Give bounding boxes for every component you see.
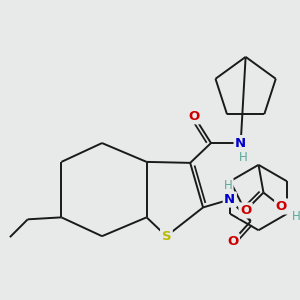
Text: O: O [276, 200, 287, 213]
Text: N: N [235, 136, 246, 150]
Text: N: N [224, 193, 236, 206]
Text: S: S [162, 230, 171, 243]
Text: O: O [188, 110, 200, 123]
Text: O: O [227, 235, 238, 248]
Text: H: H [239, 152, 248, 164]
Text: H: H [224, 179, 232, 192]
Text: O: O [240, 204, 251, 217]
Text: H: H [292, 210, 300, 223]
